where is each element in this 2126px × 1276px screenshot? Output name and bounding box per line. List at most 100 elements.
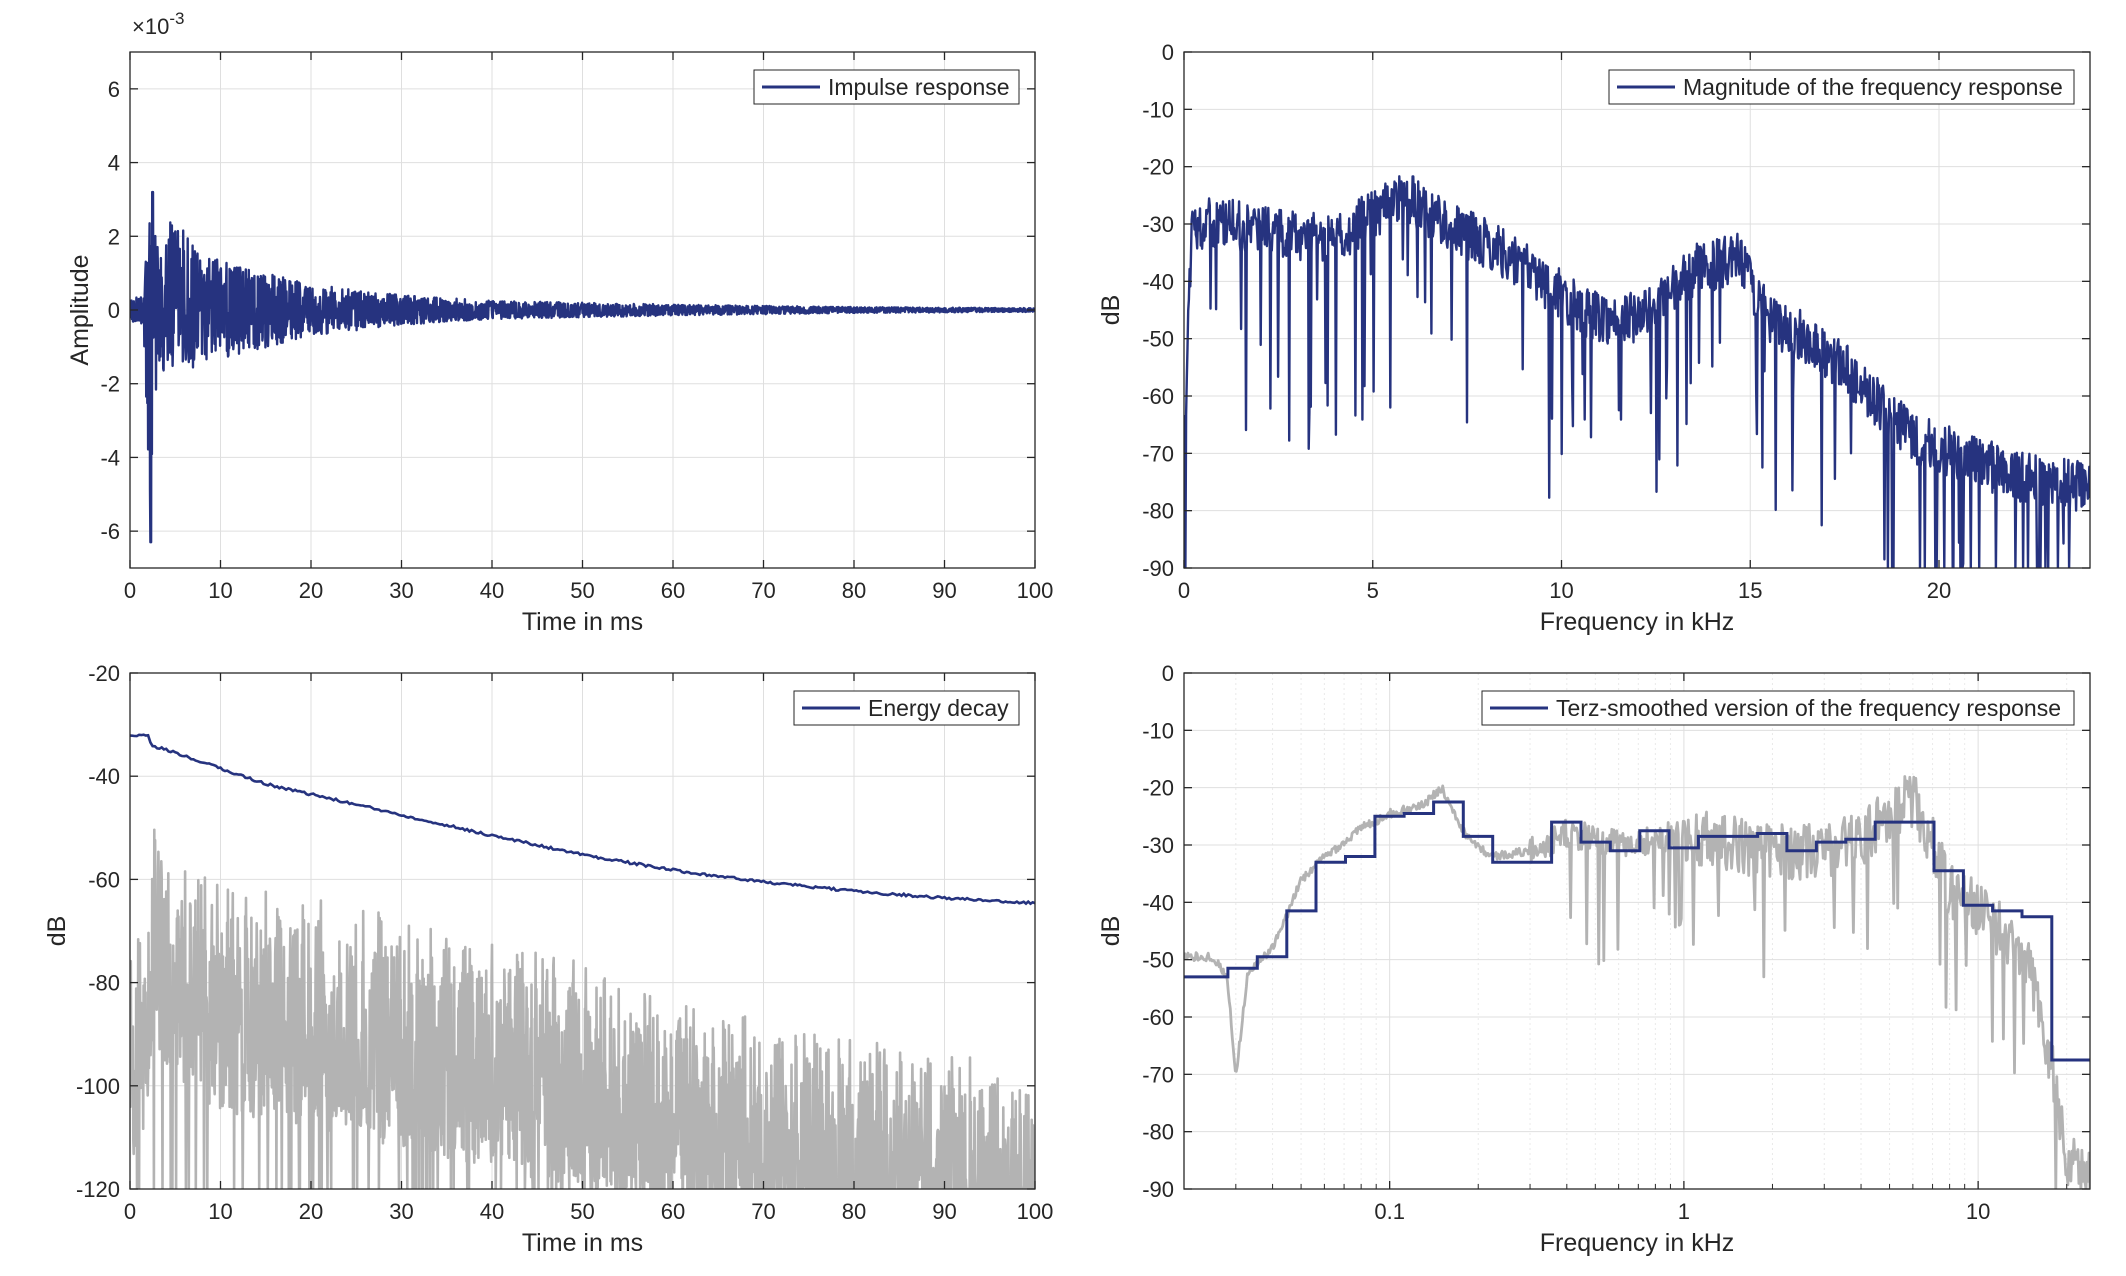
y-tick-label: -60 [1142,384,1174,409]
x-tick-label: 70 [751,1199,775,1224]
legend-box [1481,690,2075,726]
y-tick-label: -70 [1142,441,1174,466]
y-tick-label: -60 [88,867,120,892]
y-tick-label: -20 [1142,776,1174,801]
x-tick-label: 80 [842,578,866,603]
y-tick-label: -20 [88,661,120,686]
x-tick-label: 20 [1927,578,1951,603]
x-tick-label: 15 [1738,578,1762,603]
x-tick-label: 80 [842,1199,866,1224]
legend-label: Energy decay [868,695,1009,721]
y-tick-label: -20 [1142,155,1174,180]
axes-box [1183,672,2091,1190]
y-tick-label: -80 [1142,499,1174,524]
y-axis-label: dB [1097,916,1125,947]
y-tick-label: -100 [76,1074,120,1099]
legend-label: Impulse response [828,74,1010,100]
tick-marks [1184,672,2090,1190]
y-tick-label: -70 [1142,1062,1174,1087]
y-tick-label: -60 [1142,1005,1174,1030]
y-tick-label: 0 [108,298,120,323]
y-tick-label: -4 [100,445,120,470]
terz-smoothed-response-chart: 0.1 1 10 0 -10 -20 -30 -40 -50 -60 -70 -80 -90 Freque… [1097,661,2091,1257]
x-tick-label: 50 [570,1199,594,1224]
data-layer [1184,175,2090,568]
grid-lines [1184,52,2090,568]
magnitude-response-line [1184,175,2090,568]
y-tick-label: 2 [108,224,120,249]
data-layer [130,190,1035,544]
x-tick-label: 100 [1017,1199,1054,1224]
x-tick-label: 0 [1178,578,1190,603]
y-tick-label: -90 [1142,556,1174,581]
y-tick-label: -6 [100,519,120,544]
impulse-response-line [130,190,1035,544]
x-tick-label: 20 [299,578,323,603]
x-tick-label: 1 [1678,1199,1690,1224]
y-axis-label: dB [43,916,71,947]
y-axis-label: Amplitude [66,254,94,365]
x-tick-label: 10 [208,578,232,603]
legend-label: Terz-smoothed version of the frequency r… [1556,695,2061,721]
y-tick-label: -40 [1142,269,1174,294]
legend: Terz-smoothed version of the frequency r… [1481,690,2075,726]
y-tick-label: -10 [1142,718,1174,743]
grid-lines [1184,673,2090,1189]
x-tick-label: 10 [1966,1199,1990,1224]
x-tick-label: 60 [661,1199,685,1224]
legend: Energy decay [793,690,1020,726]
tick-marks [1183,51,2090,569]
x-tick-label: 20 [299,1199,323,1224]
x-tick-label: 30 [389,1199,413,1224]
legend: Magnitude of the frequency response [1608,69,2075,105]
y-tick-label: -10 [1142,97,1174,122]
x-tick-label: 0.1 [1374,1199,1405,1224]
x-tick-label: 60 [661,578,685,603]
x-axis-label: Frequency in kHz [1540,608,1735,636]
x-axis-label: Time in ms [522,1229,643,1257]
x-tick-label: 0 [124,1199,136,1224]
x-axis-label: Time in ms [522,608,643,636]
x-tick-label: 100 [1017,578,1054,603]
y-tick-label: -50 [1142,327,1174,352]
y-tick-label: -80 [88,971,120,996]
x-tick-label: 30 [389,578,413,603]
x-tick-label: 40 [480,1199,504,1224]
y-tick-label: -50 [1142,948,1174,973]
grid-lines [130,52,1035,568]
y-tick-label: -30 [1142,833,1174,858]
y-tick-label: 0 [1162,661,1174,686]
y-tick-label: -90 [1142,1177,1174,1202]
y-tick-label: -30 [1142,212,1174,237]
tick-marks [129,52,1036,568]
magnitude-response-chart: 0 5 10 15 20 0 -10 -20 -30 -40 -50 -60 -70 -80 -90 Freq… [1097,40,2091,636]
y-tick-label: -40 [88,764,120,789]
y-tick-label: 6 [108,77,120,102]
x-tick-label: 5 [1367,578,1379,603]
impulse-response-chart: 0 10 20 30 40 50 60 70 80 90 100 -6 -4 -2 0 2 4 6 ×10-3 Tim… [66,9,1053,636]
energy-decay-chart: 0 10 20 30 40 50 60 70 80 90 100 -20 -40 -60 -80 -100 -1… [43,661,1053,1257]
y-tick-label: -80 [1142,1120,1174,1145]
energy-decay-line [130,733,1035,906]
x-tick-label: 50 [570,578,594,603]
legend-box [1608,69,2075,105]
y-tick-label: 0 [1162,40,1174,65]
legend-label: Magnitude of the frequency response [1683,74,2063,100]
exponent-base: ×10 [132,14,169,39]
y-tick-label: -2 [100,372,120,397]
y-tick-label: -40 [1142,890,1174,915]
data-layer [1184,775,2090,1189]
x-axis-label: Frequency in kHz [1540,1229,1735,1257]
x-tick-label: 90 [932,578,956,603]
axes-box [1183,51,2091,569]
y-exponent-label: ×10-3 [132,9,184,39]
y-tick-label: 4 [108,151,120,176]
exponent-power: -3 [169,9,184,28]
x-tick-label: 40 [480,578,504,603]
legend: Impulse response [753,69,1020,105]
x-tick-label: 10 [208,1199,232,1224]
x-tick-label: 0 [124,578,136,603]
y-tick-label: -120 [76,1177,120,1202]
x-tick-label: 10 [1549,578,1573,603]
